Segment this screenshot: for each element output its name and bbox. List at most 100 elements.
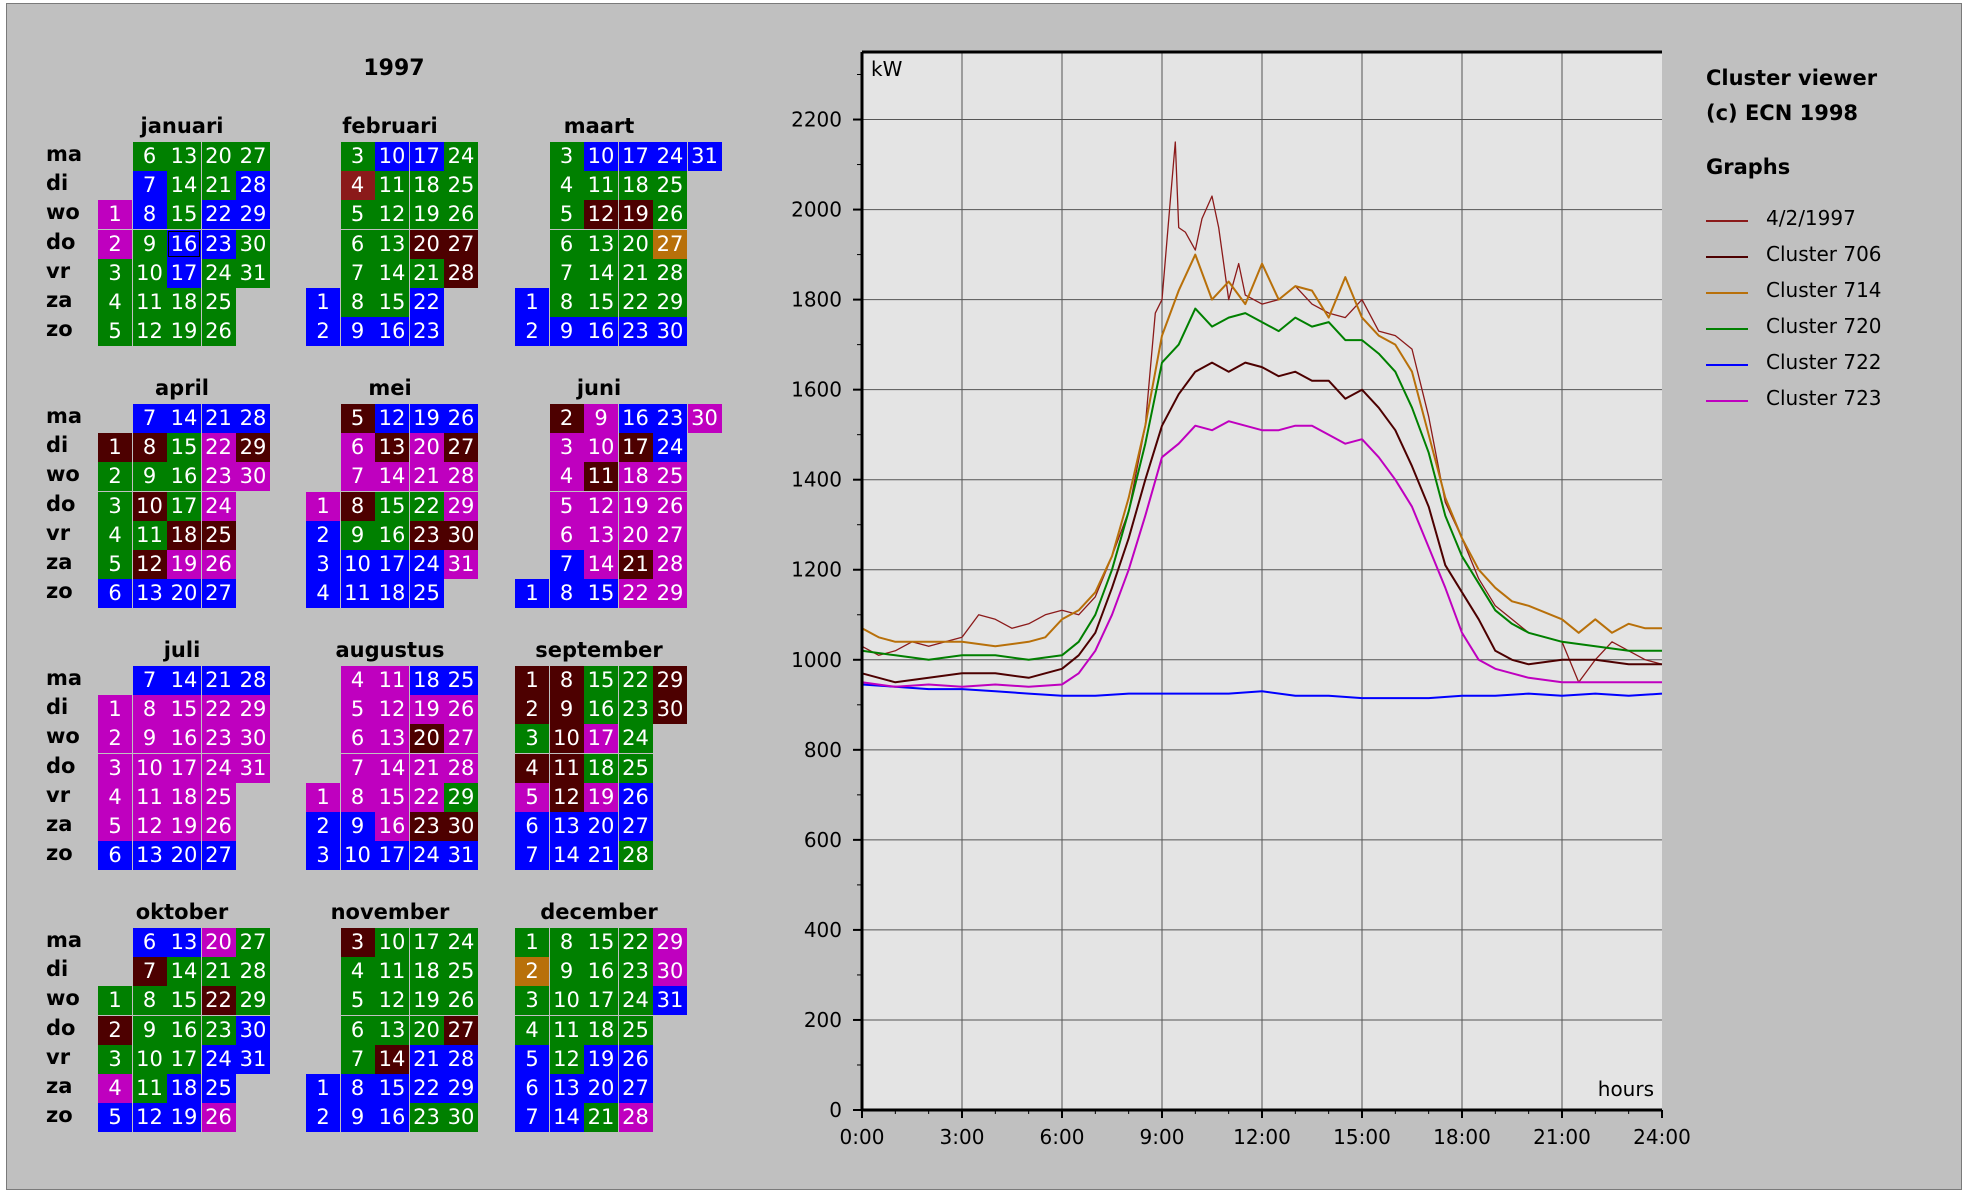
calendar-day[interactable]: 18 (409, 666, 444, 695)
calendar-day[interactable]: 11 (584, 462, 618, 492)
calendar-day[interactable]: 17 (618, 433, 653, 463)
calendar-day[interactable]: 30 (653, 695, 687, 725)
calendar-day[interactable]: 27 (653, 229, 687, 259)
calendar-day[interactable]: 5 (98, 317, 132, 347)
calendar-day[interactable]: 6 (549, 520, 584, 550)
calendar-day[interactable]: 8 (549, 579, 584, 609)
calendar-day[interactable]: 4 (98, 520, 132, 550)
calendar-day[interactable]: 23 (653, 404, 687, 433)
calendar-day[interactable]: 8 (549, 928, 584, 957)
calendar-day[interactable]: 29 (236, 695, 270, 725)
calendar-day[interactable]: 1 (515, 579, 549, 609)
calendar-day[interactable]: 28 (444, 1044, 478, 1074)
calendar-day[interactable]: 12 (584, 491, 618, 521)
calendar-day[interactable]: 23 (618, 957, 653, 987)
calendar-day[interactable]: 19 (618, 491, 653, 521)
calendar-day[interactable]: 29 (444, 782, 478, 812)
calendar-day[interactable]: 16 (375, 317, 409, 347)
calendar-day[interactable]: 2 (98, 724, 132, 754)
calendar-day[interactable]: 8 (132, 695, 167, 725)
calendar-day[interactable]: 26 (444, 695, 478, 725)
calendar-day[interactable]: 25 (618, 1015, 653, 1045)
calendar-day[interactable]: 16 (584, 695, 618, 725)
calendar-day[interactable]: 4 (340, 666, 375, 695)
calendar-day[interactable]: 7 (340, 258, 375, 288)
calendar-day[interactable]: 21 (618, 258, 653, 288)
calendar-day[interactable]: 4 (340, 957, 375, 987)
calendar-day[interactable]: 3 (98, 1044, 132, 1074)
calendar-day[interactable]: 6 (340, 433, 375, 463)
calendar-day[interactable]: 21 (201, 171, 236, 201)
calendar-day[interactable]: 12 (132, 550, 167, 579)
calendar-day[interactable]: 18 (167, 288, 201, 317)
calendar-day[interactable]: 18 (167, 782, 201, 812)
calendar-day[interactable]: 10 (340, 841, 375, 871)
calendar-day[interactable]: 29 (236, 986, 270, 1016)
calendar-day[interactable]: 26 (444, 986, 478, 1016)
calendar-day[interactable]: 9 (549, 695, 584, 725)
calendar-day[interactable]: 27 (236, 928, 270, 957)
calendar-day[interactable]: 1 (98, 986, 132, 1016)
calendar-day[interactable]: 17 (167, 1044, 201, 1074)
calendar-day[interactable]: 6 (340, 724, 375, 754)
calendar-day[interactable]: 25 (201, 782, 236, 812)
calendar-day[interactable]: 9 (340, 520, 375, 550)
calendar-day[interactable]: 30 (444, 1103, 478, 1133)
calendar-day[interactable]: 17 (167, 491, 201, 521)
calendar-day[interactable]: 10 (132, 258, 167, 288)
calendar-day[interactable]: 16 (375, 812, 409, 841)
calendar-day[interactable]: 11 (584, 171, 618, 201)
calendar-day[interactable]: 15 (584, 666, 618, 695)
calendar-day[interactable]: 4 (98, 1074, 132, 1103)
calendar-day[interactable]: 28 (236, 957, 270, 987)
calendar-day[interactable]: 17 (584, 724, 618, 754)
calendar-day[interactable]: 14 (375, 258, 409, 288)
calendar-day[interactable]: 13 (132, 841, 167, 871)
calendar-day[interactable]: 1 (515, 288, 549, 317)
calendar-day[interactable]: 19 (409, 986, 444, 1016)
calendar-day[interactable]: 13 (375, 229, 409, 259)
calendar-day[interactable]: 25 (201, 1074, 236, 1103)
calendar-day[interactable]: 11 (132, 288, 167, 317)
calendar-day[interactable]: 7 (132, 171, 167, 201)
calendar-day[interactable]: 31 (653, 986, 687, 1016)
calendar-day[interactable]: 4 (515, 1015, 549, 1045)
calendar-day[interactable]: 18 (409, 171, 444, 201)
calendar-day[interactable]: 3 (98, 258, 132, 288)
calendar-day[interactable]: 18 (167, 520, 201, 550)
calendar-day[interactable]: 9 (340, 317, 375, 347)
calendar-day[interactable]: 5 (98, 550, 132, 579)
calendar-day[interactable]: 1 (515, 928, 549, 957)
calendar-day[interactable]: 24 (201, 491, 236, 521)
calendar-day[interactable]: 13 (375, 1015, 409, 1045)
calendar-day[interactable]: 24 (653, 142, 687, 171)
calendar-day[interactable]: 7 (132, 957, 167, 987)
calendar-day[interactable]: 25 (653, 171, 687, 201)
calendar-day[interactable]: 14 (375, 1044, 409, 1074)
calendar-day[interactable]: 12 (584, 200, 618, 230)
calendar-day[interactable]: 20 (167, 579, 201, 609)
calendar-day[interactable]: 21 (201, 404, 236, 433)
calendar-day[interactable]: 17 (167, 753, 201, 783)
calendar-day[interactable]: 7 (132, 404, 167, 433)
calendar-day[interactable]: 6 (98, 579, 132, 609)
calendar-day[interactable]: 25 (653, 462, 687, 492)
calendar-day[interactable]: 22 (201, 200, 236, 230)
calendar-day[interactable]: 1 (98, 200, 132, 230)
calendar-day[interactable]: 27 (618, 812, 653, 841)
calendar-day[interactable]: 13 (549, 1074, 584, 1103)
calendar-day[interactable]: 19 (618, 200, 653, 230)
calendar-day[interactable]: 24 (618, 724, 653, 754)
calendar-day[interactable]: 9 (132, 724, 167, 754)
calendar-day[interactable]: 19 (584, 1044, 618, 1074)
calendar-day[interactable]: 11 (340, 579, 375, 609)
calendar-day[interactable]: 14 (167, 404, 201, 433)
calendar-day[interactable]: 23 (409, 812, 444, 841)
calendar-day[interactable]: 26 (444, 404, 478, 433)
calendar-day[interactable]: 23 (201, 229, 236, 259)
calendar-day[interactable]: 12 (375, 200, 409, 230)
calendar-day[interactable]: 10 (340, 550, 375, 579)
calendar-day[interactable]: 28 (653, 550, 687, 579)
calendar-day[interactable]: 6 (340, 1015, 375, 1045)
calendar-day[interactable]: 5 (515, 782, 549, 812)
